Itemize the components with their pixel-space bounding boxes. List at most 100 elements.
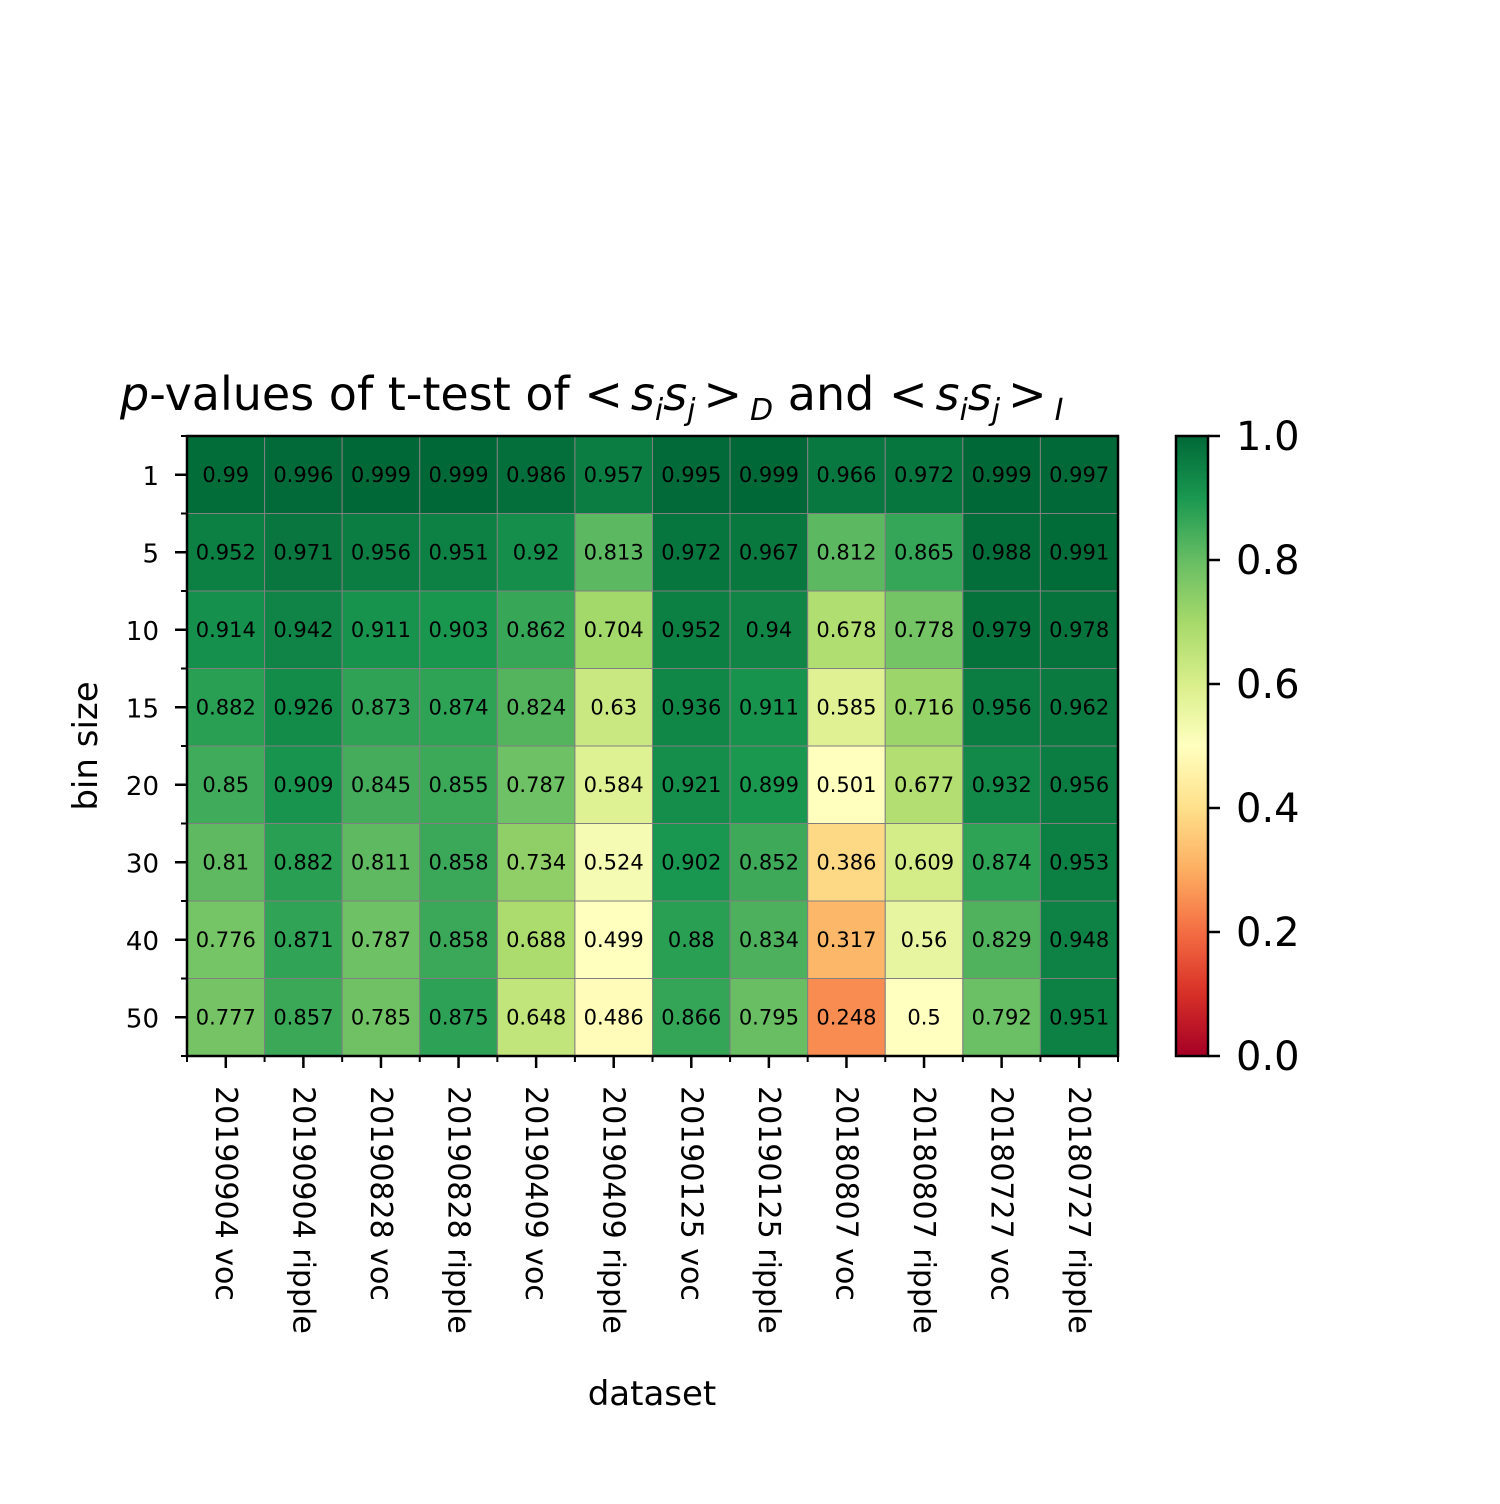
heatmap-cell xyxy=(186,668,266,747)
cell-value-label: 0.852 xyxy=(739,850,799,874)
cell-value-label: 0.966 xyxy=(816,463,876,487)
x-tick-label: 20180807 ripple xyxy=(906,1086,941,1334)
cell-value-label: 0.812 xyxy=(816,540,876,564)
cell-value-label: 0.911 xyxy=(351,618,411,642)
heatmap-cell xyxy=(1039,900,1119,979)
heatmap-cell xyxy=(496,435,576,514)
heatmap-cell xyxy=(1039,823,1119,902)
cell-value-label: 0.874 xyxy=(428,695,488,719)
cell-value-label: 0.777 xyxy=(196,1005,256,1029)
cell-value-label: 0.899 xyxy=(739,773,799,797)
cell-value-label: 0.875 xyxy=(428,1005,488,1029)
cell-value-label: 0.56 xyxy=(901,928,948,952)
cell-value-label: 0.811 xyxy=(351,850,411,874)
heatmap-cell xyxy=(884,978,964,1057)
x-tick-label: 20190828 voc xyxy=(363,1086,398,1301)
heatmap-cell xyxy=(186,745,266,824)
heatmap-cell xyxy=(574,668,654,747)
cell-value-label: 0.873 xyxy=(351,695,411,719)
heatmap-cell xyxy=(729,435,809,514)
heatmap-cell xyxy=(264,900,343,979)
cell-value-label: 0.386 xyxy=(816,850,876,874)
y-tick-label: 5 xyxy=(142,539,159,569)
cell-value-label: 0.85 xyxy=(202,773,249,797)
heatmap-cell xyxy=(341,668,421,747)
cell-value-label: 0.882 xyxy=(273,850,333,874)
cell-value-label: 0.936 xyxy=(661,695,721,719)
heatmap-cell xyxy=(264,513,343,592)
cell-value-label: 0.584 xyxy=(584,773,644,797)
cell-value-label: 0.486 xyxy=(584,1005,644,1029)
heatmap-cell xyxy=(652,823,731,902)
heatmap-cell xyxy=(264,745,343,824)
heatmap-cell xyxy=(807,668,886,747)
heatmap-cell xyxy=(962,590,1041,669)
cell-value-label: 0.92 xyxy=(513,540,560,564)
cell-value-label: 0.858 xyxy=(428,850,488,874)
cell-value-label: 0.857 xyxy=(273,1005,333,1029)
heatmap-cell xyxy=(962,978,1041,1057)
cell-value-label: 0.874 xyxy=(972,850,1032,874)
cell-value-label: 0.999 xyxy=(739,463,799,487)
cell-value-label: 0.248 xyxy=(816,1005,876,1029)
heatmap-cell xyxy=(1039,590,1119,669)
cell-value-label: 0.999 xyxy=(351,463,411,487)
cell-value-label: 0.716 xyxy=(894,695,954,719)
heatmap-cell xyxy=(652,978,731,1057)
cell-value-label: 0.951 xyxy=(428,540,488,564)
heatmap-cell xyxy=(962,745,1041,824)
colorbar-ticks: 0.0 0.2 0.4 0.6 0.8 1.0 xyxy=(1208,414,1300,1080)
heatmap-cell xyxy=(962,668,1041,747)
heatmap-cell xyxy=(419,978,498,1057)
x-tick-label: 20190904 voc xyxy=(208,1086,243,1301)
heatmap-cell xyxy=(652,668,731,747)
cell-value-label: 0.953 xyxy=(1049,850,1109,874)
heatmap-cell xyxy=(962,513,1041,592)
chart-title: p-values of t-test of < sisj > D and < sisj >… xyxy=(119,367,1064,428)
x-tick-label: 20190409 voc xyxy=(518,1086,553,1301)
heatmap-cell xyxy=(341,590,421,669)
cell-value-label: 0.902 xyxy=(661,850,721,874)
cell-value-label: 0.926 xyxy=(273,695,333,719)
x-tick-label: 20190904 ripple xyxy=(285,1086,320,1334)
cell-value-label: 0.903 xyxy=(428,618,488,642)
cell-value-label: 0.921 xyxy=(661,773,721,797)
y-tick-label: 40 xyxy=(126,927,159,957)
x-tick-label: 20190125 ripple xyxy=(751,1086,786,1334)
cell-value-label: 0.787 xyxy=(506,773,566,797)
cell-value-label: 0.911 xyxy=(739,695,799,719)
cell-value-label: 0.688 xyxy=(506,928,566,952)
cell-value-label: 0.914 xyxy=(196,618,256,642)
cell-value-label: 0.829 xyxy=(972,928,1032,952)
cell-value-label: 0.648 xyxy=(506,1005,566,1029)
cell-value-label: 0.778 xyxy=(894,618,954,642)
cell-value-label: 0.996 xyxy=(273,463,333,487)
heatmap-cell xyxy=(341,978,421,1057)
heatmap-cell xyxy=(807,823,886,902)
cell-value-label: 0.862 xyxy=(506,618,566,642)
cell-value-label: 0.956 xyxy=(351,540,411,564)
heatmap-cell xyxy=(419,590,498,669)
heatmap-cell xyxy=(962,900,1041,979)
colorbar: 0.0 0.2 0.4 0.6 0.8 1.0 xyxy=(1174,414,1300,1080)
cell-value-label: 0.942 xyxy=(273,618,333,642)
colorbar-tick-label: 1.0 xyxy=(1236,414,1300,460)
heatmap-cell xyxy=(496,590,576,669)
cell-value-label: 0.501 xyxy=(816,773,876,797)
cell-value-label: 0.585 xyxy=(816,695,876,719)
cell-value-label: 0.317 xyxy=(816,928,876,952)
cell-value-label: 0.795 xyxy=(739,1005,799,1029)
cell-value-label: 0.995 xyxy=(661,463,721,487)
cell-value-label: 0.678 xyxy=(816,618,876,642)
heatmap-cell xyxy=(652,900,731,979)
cell-value-label: 0.909 xyxy=(273,773,333,797)
cell-value-label: 0.972 xyxy=(661,540,721,564)
colorbar-tick-label: 0.2 xyxy=(1236,910,1300,956)
heatmap-cell xyxy=(186,435,266,514)
cell-value-label: 0.94 xyxy=(745,618,792,642)
cell-value-label: 0.951 xyxy=(1049,1005,1109,1029)
heatmap-cell xyxy=(496,745,576,824)
heatmap-cell xyxy=(341,745,421,824)
y-axis-label: bin size xyxy=(66,681,106,810)
